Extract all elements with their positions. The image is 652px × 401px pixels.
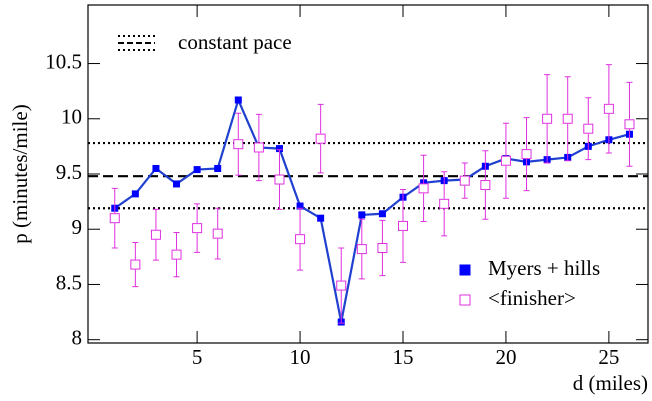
- error-bar: [235, 112, 242, 176]
- y-tick-label: 8: [72, 325, 83, 349]
- data-point: [459, 175, 470, 186]
- error-bar: [194, 203, 201, 253]
- error-bar: [338, 247, 345, 324]
- y-tick-label: 10: [61, 105, 82, 129]
- legend-label: constant pace: [178, 30, 292, 54]
- data-point: [358, 211, 366, 219]
- x-tick-label: 5: [192, 345, 203, 369]
- error-bar: [317, 103, 324, 174]
- data-point: [624, 119, 635, 130]
- error-bar: [400, 188, 406, 263]
- data-point: [336, 280, 347, 291]
- x-tick-label: 25: [598, 345, 619, 369]
- data-point: [152, 164, 160, 172]
- data-point: [378, 210, 386, 218]
- error-bar: [358, 218, 365, 280]
- data-point: [212, 228, 223, 239]
- x-axis-label: d (miles): [573, 371, 648, 395]
- y-tick-label: 10.5: [45, 49, 82, 73]
- data-point: [562, 113, 573, 124]
- error-bar: [420, 154, 427, 222]
- x-tick-label: 20: [495, 345, 516, 369]
- error-bar: [564, 76, 571, 162]
- data-point: [500, 155, 511, 166]
- error-bar: [502, 122, 509, 199]
- data-point: [131, 190, 139, 198]
- legend-label: Myers + hills: [488, 256, 600, 280]
- data-point: [356, 244, 367, 255]
- error-bar: [523, 117, 530, 192]
- data-point: [398, 220, 408, 231]
- error-bar: [111, 187, 118, 249]
- data-point: [193, 166, 201, 174]
- data-point: [233, 139, 244, 150]
- error-bar: [441, 171, 448, 237]
- error-bar: [297, 207, 304, 271]
- data-point: [603, 103, 614, 114]
- legend-marker: [459, 264, 471, 276]
- error-bar: [255, 113, 262, 182]
- legend-marker: [459, 294, 471, 306]
- legend-label: <finisher>: [488, 286, 576, 310]
- error-bar: [173, 232, 180, 278]
- error-bar: [214, 207, 221, 260]
- data-point: [583, 123, 594, 134]
- data-point: [150, 229, 161, 240]
- data-point: [315, 133, 326, 144]
- data-point: [295, 234, 306, 245]
- x-tick-label: 10: [290, 345, 311, 369]
- error-bar: [379, 219, 386, 277]
- data-point: [439, 198, 450, 209]
- data-point: [173, 180, 181, 188]
- y-tick-label: 8.5: [56, 270, 82, 294]
- data-point: [521, 149, 532, 160]
- data-point: [418, 183, 429, 194]
- error-bar: [626, 81, 633, 167]
- x-tick-label: 15: [393, 345, 414, 369]
- data-point: [377, 243, 388, 254]
- error-bar: [132, 241, 139, 288]
- data-point: [109, 213, 120, 224]
- error-bar: [585, 97, 592, 161]
- data-point: [274, 174, 285, 185]
- y-tick-label: 9: [72, 215, 83, 239]
- data-point: [234, 96, 242, 104]
- data-point: [214, 164, 222, 172]
- error-bar: [276, 149, 283, 210]
- error-bar: [605, 64, 612, 154]
- data-point: [542, 113, 553, 124]
- data-point: [480, 180, 491, 191]
- error-bar: [544, 74, 551, 164]
- error-bar: [152, 208, 159, 261]
- error-bar: [482, 150, 489, 220]
- data-point: [130, 259, 141, 270]
- y-tick-label: 9.5: [56, 160, 82, 184]
- y-axis-label: p (minutes/mile): [8, 104, 32, 243]
- data-point: [171, 249, 182, 260]
- data-point: [253, 142, 264, 153]
- data-point: [317, 214, 325, 222]
- error-bar: [461, 162, 468, 199]
- data-point: [192, 223, 203, 234]
